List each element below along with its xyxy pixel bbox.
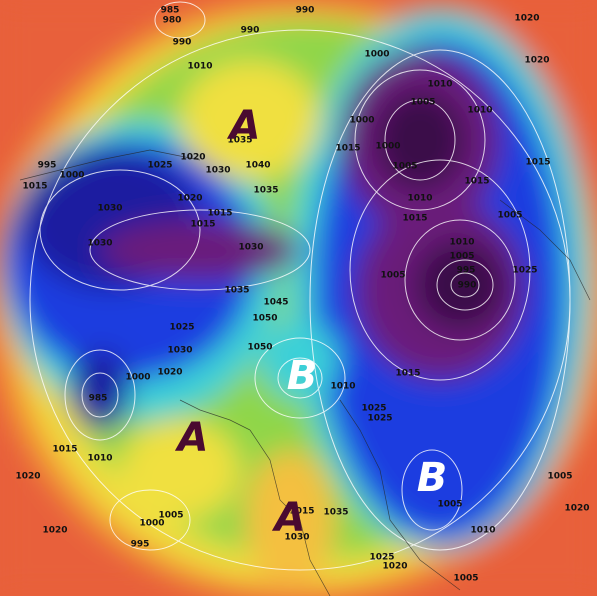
isobar-label: 1020 <box>564 504 589 514</box>
isobar-label: 1025 <box>169 323 194 333</box>
isobar-label: 1005 <box>410 98 435 108</box>
isobar-label: 1010 <box>449 238 474 248</box>
isobar-label: 1005 <box>158 511 183 521</box>
isobar-label: 1000 <box>375 142 400 152</box>
isobar-label: 990 <box>296 6 315 16</box>
isobar-label: 1030 <box>238 243 263 253</box>
isobar-label: 1025 <box>369 553 394 563</box>
isobar-label: 1035 <box>224 286 249 296</box>
isobar-label: 1000 <box>349 116 374 126</box>
isobar-label: 1020 <box>177 194 202 204</box>
isobar-label: 1015 <box>525 158 550 168</box>
isobar-label: 995 <box>457 266 476 276</box>
isobar-label: 1015 <box>395 369 420 379</box>
isobar-label: 1005 <box>437 500 462 510</box>
isobar-label: 1010 <box>187 62 212 72</box>
pressure-center-label: A <box>272 495 306 541</box>
isobar-label: 1005 <box>497 211 522 221</box>
isobar-label: 1030 <box>284 533 309 543</box>
isobar-label: 1015 <box>22 182 47 192</box>
isobar-label: 1020 <box>382 562 407 572</box>
isobar-label: 1025 <box>512 266 537 276</box>
isobar-label: 1020 <box>180 153 205 163</box>
isobar-labels: 9859809909909901010102010201000101010051… <box>15 6 589 584</box>
isobar-label: 1015 <box>207 209 232 219</box>
isobar-label: 1020 <box>15 472 40 482</box>
isobar-label: 1015 <box>190 220 215 230</box>
isobar-label: 990 <box>173 38 192 48</box>
coastlines <box>19 149 591 596</box>
isobar-label: 1015 <box>464 177 489 187</box>
isobar-label: 980 <box>163 16 182 26</box>
isobar-label: 1030 <box>97 204 122 214</box>
isobar-label: 1005 <box>449 252 474 262</box>
isobar-label: 1050 <box>247 343 272 353</box>
pressure-center-label: A <box>175 415 209 461</box>
isobar-label: 995 <box>38 161 57 171</box>
isobar-label: 1000 <box>364 50 389 60</box>
isobar-label: 1030 <box>87 239 112 249</box>
isobar-label: 990 <box>241 26 260 36</box>
isobar-label: 1015 <box>402 214 427 224</box>
isobar-label: 1035 <box>323 508 348 518</box>
pressure-center-label: A <box>227 103 261 149</box>
pressure-center-label: B <box>287 353 318 399</box>
isobar-label: 1005 <box>380 271 405 281</box>
isobar-label: 1045 <box>263 298 288 308</box>
isobars <box>29 1 571 571</box>
isobar-label: 1005 <box>547 472 572 482</box>
pressure-centers: A A A B B <box>175 103 448 541</box>
isobar-label: 1005 <box>453 574 478 584</box>
isobar-label: 1030 <box>167 346 192 356</box>
isobar-label: 1010 <box>87 454 112 464</box>
isobar-label: 990 <box>458 281 477 291</box>
isobar-label: 1010 <box>427 80 452 90</box>
isobar-label: 1035 <box>227 136 252 146</box>
isobar-label: 985 <box>89 394 108 404</box>
isobar-label: 1015 <box>52 445 77 455</box>
isobar-label: 1050 <box>252 314 277 324</box>
isobar-label: 1020 <box>42 526 67 536</box>
isobar-label: 1010 <box>470 526 495 536</box>
isobar-label: 1010 <box>330 382 355 392</box>
isobar-label: 1030 <box>205 166 230 176</box>
isobar-label: 1020 <box>524 56 549 66</box>
pressure-center-label: B <box>417 455 448 501</box>
isobar-label: 1010 <box>467 106 492 116</box>
isobar-label: 1025 <box>147 161 172 171</box>
isobar-label: 995 <box>131 540 150 550</box>
isobar-label: 985 <box>161 6 180 16</box>
isobar-label: 1025 <box>367 414 392 424</box>
isobar-label: 1020 <box>157 368 182 378</box>
isobar-label: 1000 <box>59 171 84 181</box>
isobar-label: 1015 <box>335 144 360 154</box>
isobar-label: 1020 <box>514 14 539 24</box>
isobar-label: 1040 <box>245 161 270 171</box>
isobar-label: 1025 <box>361 404 386 414</box>
isobar-label: 1005 <box>392 162 417 172</box>
isobar-label: 1000 <box>125 373 150 383</box>
isobar-label: 1035 <box>253 186 278 196</box>
isobar-label: 1010 <box>407 194 432 204</box>
isobar-label: 1015 <box>289 507 314 517</box>
isobar-label: 1000 <box>139 519 164 529</box>
